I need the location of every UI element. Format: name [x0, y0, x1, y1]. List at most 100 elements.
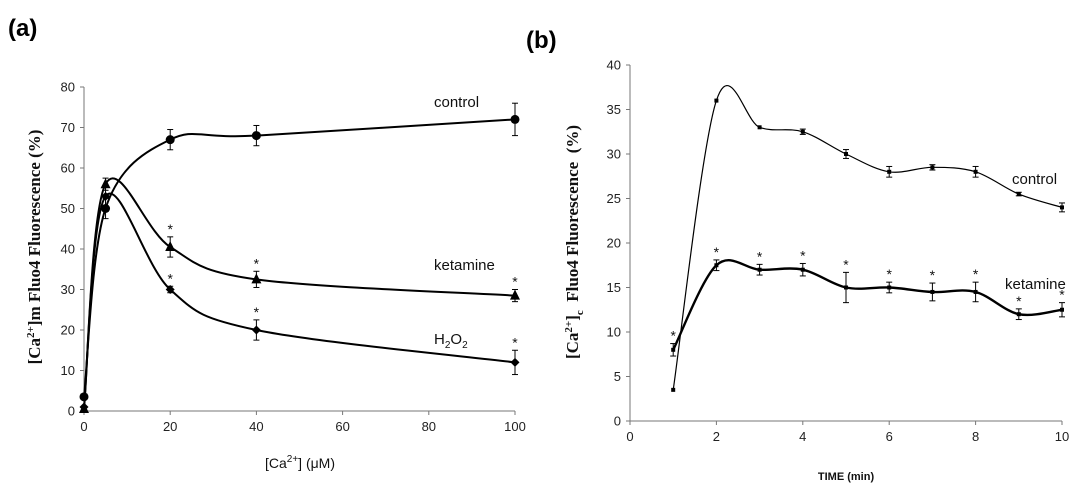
y-tick-label: 20 [61, 323, 75, 338]
data-point-ketamine [800, 267, 805, 272]
x-tick-label: 0 [626, 429, 633, 444]
data-point-control [1016, 192, 1021, 197]
h2o2-sub1: 2 [445, 340, 451, 351]
panel-a-ketamine-label: ketamine [434, 257, 495, 274]
data-point-control [844, 152, 848, 156]
data-point-h2o2 [251, 325, 261, 335]
data-point-ketamine [887, 285, 892, 290]
data-point-ketamine [251, 273, 262, 284]
panel-a-ylabel-pre: [Ca [25, 337, 44, 364]
panel-a-label: (a) [8, 15, 37, 42]
h2o2-sub2: 2 [462, 340, 468, 351]
y-tick-label: 25 [607, 191, 621, 206]
data-point-control [510, 114, 520, 124]
x-tick-label: 20 [163, 419, 177, 434]
data-point-ketamine [671, 347, 676, 352]
panel-b-plot: 0 5 10 15 20 25 30 35 40 0 2 4 6 8 10 * * * * * * * * * * [607, 58, 1070, 445]
series-line-ketamine [83, 177, 516, 410]
data-point-control [165, 135, 175, 145]
significance-star: * [973, 266, 979, 282]
panel-b-x-axis-label: TIME (min) [818, 471, 875, 483]
panel-a-ylabel-post: ]m Fluo4 Fluorescence (%) [25, 130, 44, 327]
significance-star: * [930, 267, 936, 283]
x-tick-label: 80 [422, 419, 436, 434]
data-point-control [800, 129, 805, 134]
y-tick-label: 10 [607, 325, 621, 340]
panel-b-y-axis-label: [Ca2+]c Fluo4 Fluorescence (%) [563, 125, 586, 359]
y-tick-label: 0 [68, 404, 75, 419]
data-point-ketamine [844, 285, 848, 290]
x-tick-label: 6 [886, 429, 893, 444]
significance-star: * [167, 221, 173, 237]
significance-star: * [714, 244, 720, 260]
data-point-h2o2 [510, 357, 520, 367]
x-tick-label: 60 [335, 419, 349, 434]
series-line-h2o2 [83, 192, 516, 408]
data-point-ketamine [165, 240, 176, 251]
data-point-ketamine [973, 289, 978, 294]
panel-b-control-label: control [1012, 171, 1057, 188]
data-point-ketamine [757, 267, 762, 272]
data-point-ketamine [1060, 307, 1064, 312]
significance-star: * [886, 266, 892, 282]
significance-star: * [254, 255, 260, 271]
data-point-ketamine [100, 178, 111, 189]
y-tick-label: 35 [607, 102, 621, 117]
x-tick-label: 2 [713, 429, 720, 444]
panel-a-ylabel-sup: 2+ [25, 326, 37, 338]
panel-b-ketamine-label: ketamine [1005, 276, 1066, 293]
panel-b-ylabel-sup: 2+ [563, 321, 575, 333]
y-tick-label: 30 [61, 282, 75, 297]
y-tick-label: 40 [607, 58, 621, 73]
data-point-control [973, 169, 978, 174]
data-point-control [251, 131, 261, 141]
panel-a-xlabel-pre: [Ca [265, 455, 287, 471]
data-point-h2o2 [101, 191, 111, 201]
panel-b-ylabel-pre: [Ca [563, 332, 582, 359]
panel-a-xlabel-post: ] (μM) [298, 455, 335, 471]
y-tick-label: 80 [61, 80, 75, 95]
data-point-control [887, 169, 892, 174]
series-line-ketamine [672, 259, 1063, 351]
significance-star: * [757, 248, 763, 264]
h2o2-h: H [434, 331, 445, 348]
significance-star: * [843, 256, 849, 272]
data-point-h2o2 [165, 285, 175, 294]
y-tick-label: 60 [61, 161, 75, 176]
y-tick-label: 70 [61, 120, 75, 135]
data-point-h2o2 [79, 402, 89, 412]
data-point-control [671, 387, 676, 392]
panel-a-h2o2-label: H2O2 [434, 331, 468, 351]
significance-star: * [1059, 287, 1065, 303]
significance-star: * [254, 304, 260, 320]
y-tick-label: 30 [607, 147, 621, 162]
x-tick-label: 4 [799, 429, 806, 444]
panel-b-label: (b) [526, 27, 557, 54]
significance-star: * [800, 247, 806, 263]
x-tick-label: 10 [1055, 429, 1069, 444]
y-tick-label: 20 [607, 236, 621, 251]
significance-star: * [1016, 293, 1022, 309]
y-tick-label: 40 [61, 242, 75, 257]
x-tick-label: 8 [972, 429, 979, 444]
significance-star: * [670, 328, 676, 344]
x-tick-label: 100 [504, 419, 526, 434]
series-line-control [672, 84, 1063, 390]
panel-b-ylabel-post: ] [563, 315, 582, 321]
data-point-control [714, 98, 719, 103]
y-tick-label: 5 [614, 369, 621, 384]
x-tick-label: 40 [249, 419, 263, 434]
panel-b-ylabel-sub: c [574, 310, 586, 315]
x-tick-label: 0 [80, 419, 87, 434]
significance-star: * [512, 334, 518, 350]
h2o2-o: O [450, 331, 462, 348]
y-tick-label: 0 [614, 414, 621, 429]
data-point-ketamine [930, 289, 935, 294]
significance-star: * [512, 274, 518, 290]
data-point-ketamine [510, 289, 520, 300]
y-tick-label: 10 [61, 363, 75, 378]
y-tick-label: 50 [61, 201, 75, 216]
significance-star: * [167, 270, 173, 286]
panel-a-x-axis-label: [Ca2+] (μM) [265, 454, 335, 471]
